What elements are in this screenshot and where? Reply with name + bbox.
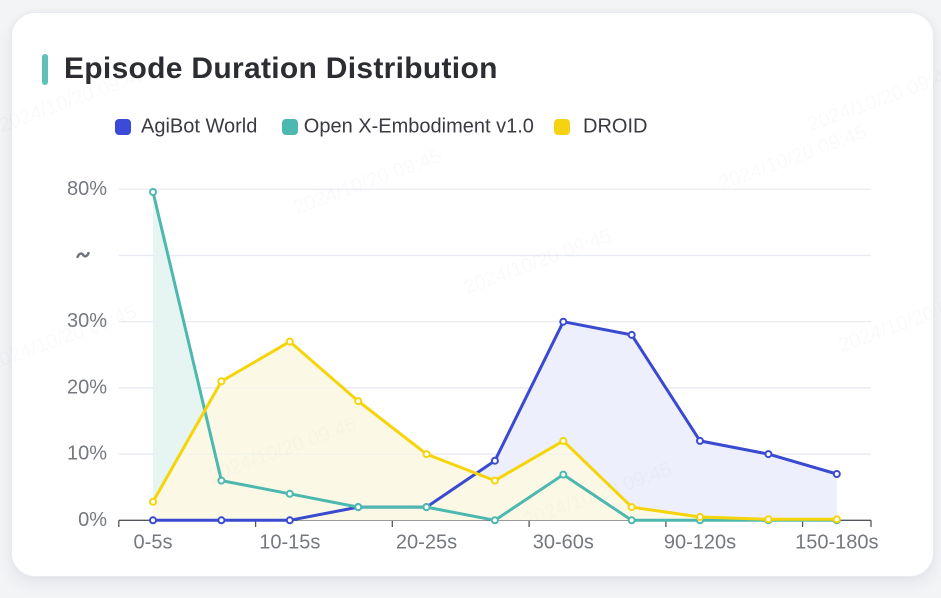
svg-text:150-180s: 150-180s [795, 531, 878, 553]
svg-text:30%: 30% [67, 310, 107, 332]
svg-text:30-60s: 30-60s [533, 531, 594, 553]
svg-text:0%: 0% [78, 509, 107, 531]
svg-text:20-25s: 20-25s [396, 531, 457, 553]
svg-text:10%: 10% [67, 443, 107, 465]
svg-text:10-15s: 10-15s [259, 531, 320, 553]
svg-text:0-5s: 0-5s [134, 531, 173, 553]
svg-text:20%: 20% [67, 376, 107, 398]
svg-text:80%: 80% [67, 178, 107, 200]
svg-text:90-120s: 90-120s [664, 531, 736, 553]
